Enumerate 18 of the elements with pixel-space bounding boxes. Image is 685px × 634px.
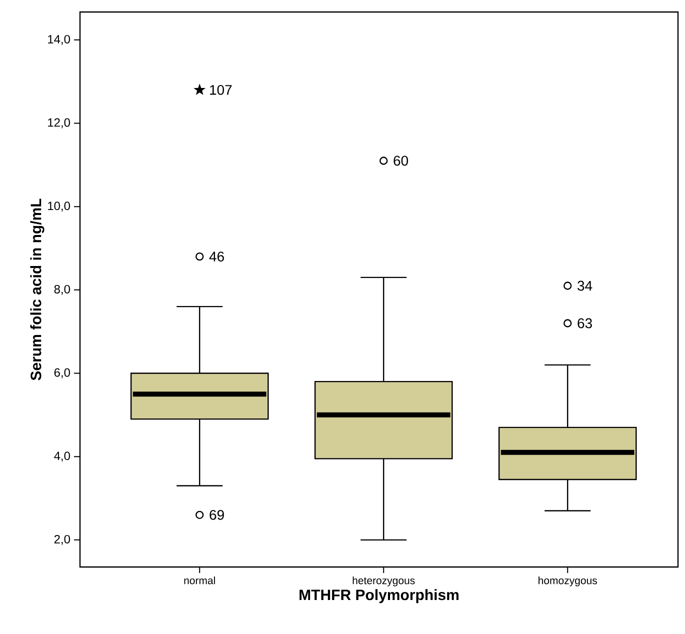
annotation: 34	[578, 280, 592, 291]
annotation: 46	[209, 252, 224, 262]
annotation: 107	[210, 84, 232, 95]
y-tick-label: 14,0	[48, 34, 70, 45]
annotation: 69	[210, 510, 224, 520]
y-tick-label: 10,0	[48, 202, 70, 212]
y-tick-label: 4,0	[54, 452, 70, 462]
annotation: 60	[394, 156, 408, 166]
y-axis-title: Serum folic acid in ng/mL	[30, 198, 44, 380]
y-tick-label: 12,0	[48, 118, 70, 128]
x-tick-label: normal	[184, 576, 215, 584]
x-axis-title: MTHFR Polymorphism	[300, 589, 458, 604]
y-tick-label: 6,0	[54, 368, 70, 378]
annotation: 63	[578, 318, 592, 328]
y-tick-label: 2,0	[54, 534, 70, 545]
y-tick-label: 8,0	[54, 284, 70, 295]
x-tick-label: heterozygous	[352, 576, 415, 586]
x-tick-label: homozygous	[538, 576, 597, 586]
